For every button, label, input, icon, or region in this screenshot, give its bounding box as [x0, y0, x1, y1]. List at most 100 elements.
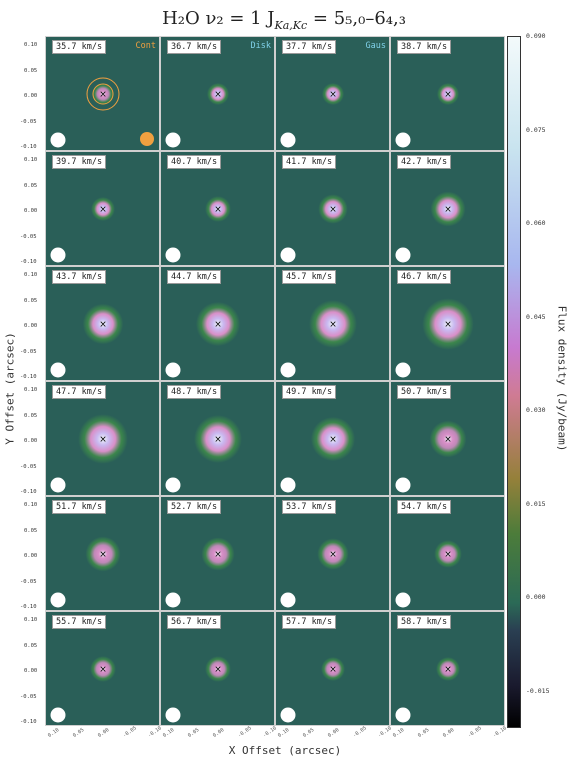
emission-blob — [430, 191, 466, 227]
y-tick-label: 0.10 — [24, 617, 38, 623]
beam-ellipse — [280, 247, 296, 263]
velocity-label: 40.7 km/s — [167, 155, 222, 169]
y-tick-label: 0.00 — [24, 438, 38, 444]
beam-ellipse — [395, 592, 411, 608]
model-tag-cont: Cont — [135, 41, 156, 51]
velocity-label: 56.7 km/s — [167, 615, 222, 629]
y-tick-label: 0.10 — [24, 157, 38, 163]
y-tick-label: 0.10 — [24, 42, 38, 48]
y-tick-label: 0.00 — [24, 668, 38, 674]
channel-panel: × 50.7 km/s — [390, 381, 505, 496]
beam-ellipse — [50, 707, 66, 723]
y-tick-label: 0.05 — [24, 67, 38, 74]
title-tail: = 5₅,₀–6₄,₃ — [307, 8, 406, 29]
channel-panel: × 45.7 km/s — [275, 266, 390, 381]
center-marker: × — [444, 205, 452, 215]
channel-panel: × 54.7 km/s — [390, 496, 505, 611]
panel-frame — [45, 611, 160, 726]
beam-ellipse — [50, 247, 66, 263]
panel-frame — [275, 381, 390, 496]
x-tick-label: 0.00 — [442, 727, 456, 739]
velocity-label: 36.7 km/s — [167, 40, 222, 54]
channel-panel: × 43.7 km/s — [45, 266, 160, 381]
panel-frame — [45, 151, 160, 266]
continuum-beam — [140, 132, 154, 146]
center-marker: × — [99, 435, 107, 445]
channel-panel: × 35.7 km/s Cont — [45, 36, 160, 151]
y-tick-label: -0.05 — [20, 348, 37, 355]
x-tick-label: 0.05 — [302, 727, 316, 739]
center-marker: × — [214, 435, 222, 445]
panel-frame — [390, 36, 505, 151]
panel-frame — [160, 266, 275, 381]
channel-panel: × 40.7 km/s — [160, 151, 275, 266]
emission-blob — [317, 538, 349, 570]
x-tick-label: -0.10 — [377, 725, 393, 739]
center-marker: × — [99, 320, 107, 330]
center-marker: × — [214, 550, 222, 560]
chart-title: H₂O ν₂ = 1 JKa,Kc = 5₅,₀–6₄,₃ — [0, 2, 568, 34]
channel-panel: × 55.7 km/s — [45, 611, 160, 726]
emission-blob — [309, 300, 357, 348]
velocity-label: 51.7 km/s — [52, 500, 107, 514]
beam-ellipse — [50, 477, 66, 493]
emission-blob — [310, 416, 356, 462]
x-axis-label: X Offset (arcsec) — [228, 744, 342, 757]
y-axis-label: Y Offset (arcsec) — [3, 332, 17, 445]
emission-blob — [201, 537, 235, 571]
panel-frame — [45, 36, 160, 151]
y-tick-label: -0.10 — [20, 489, 37, 495]
channel-panel: × 46.7 km/s — [390, 266, 505, 381]
velocity-label: 50.7 km/s — [397, 385, 452, 399]
beam-ellipse — [165, 362, 181, 378]
emission-blob — [205, 196, 231, 222]
beam-ellipse — [50, 592, 66, 608]
colorbar — [507, 36, 521, 728]
center-marker: × — [214, 320, 222, 330]
panel-frame — [390, 496, 505, 611]
center-marker: × — [99, 665, 107, 675]
velocity-label: 55.7 km/s — [52, 615, 107, 629]
velocity-label: 37.7 km/s — [282, 40, 337, 54]
x-tick-label: 0.00 — [327, 727, 341, 739]
y-tick-label: -0.05 — [20, 578, 37, 585]
panel-frame — [275, 611, 390, 726]
beam-ellipse — [50, 362, 66, 378]
velocity-label: 52.7 km/s — [167, 500, 222, 514]
velocity-label: 38.7 km/s — [397, 40, 452, 54]
velocity-label: 41.7 km/s — [282, 155, 337, 169]
x-tick-label: 0.00 — [212, 727, 226, 739]
beam-ellipse — [280, 707, 296, 723]
x-tick-label: 0.05 — [72, 727, 86, 739]
y-tick-label: -0.10 — [20, 144, 37, 150]
y-tick-label: -0.10 — [20, 259, 37, 265]
emission-blob — [206, 82, 230, 106]
panel-frame — [390, 611, 505, 726]
y-tick-label: 0.05 — [24, 642, 38, 649]
x-tick-label: 0.10 — [277, 727, 291, 739]
y-tick-label: 0.10 — [24, 502, 38, 508]
center-marker: × — [444, 550, 452, 560]
beam-ellipse — [280, 362, 296, 378]
x-tick-label: -0.10 — [492, 725, 508, 739]
emission-blob — [434, 540, 462, 568]
panel-frame — [45, 496, 160, 611]
panel-frame — [160, 381, 275, 496]
velocity-label: 44.7 km/s — [167, 270, 222, 284]
y-tick-label: -0.05 — [20, 233, 37, 240]
colorbar-tick-label: 0.060 — [526, 219, 546, 228]
x-tick-label: 0.05 — [187, 727, 201, 739]
title-subscript: Ka,Kc — [274, 19, 308, 32]
panel-frame — [45, 381, 160, 496]
center-marker: × — [329, 90, 337, 100]
panel-frame — [275, 266, 390, 381]
velocity-label: 47.7 km/s — [52, 385, 107, 399]
y-tick-label: 0.05 — [24, 412, 38, 419]
colorbar-label: Flux density (Jy/beam) — [555, 305, 568, 452]
beam-ellipse — [165, 592, 181, 608]
y-tick-label: 0.05 — [24, 182, 38, 189]
beam-ellipse — [280, 132, 296, 148]
velocity-label: 49.7 km/s — [282, 385, 337, 399]
colorbar-tick-label: 0.000 — [526, 593, 546, 602]
center-marker: × — [444, 320, 452, 330]
